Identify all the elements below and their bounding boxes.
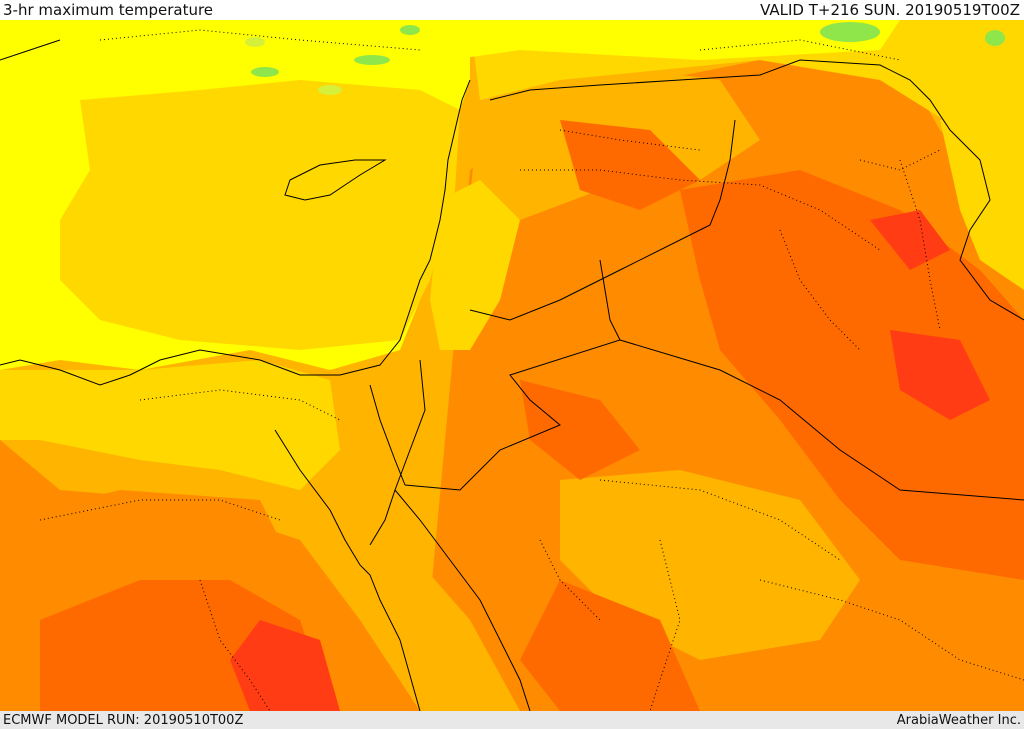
mediterranean-gold-band (60, 80, 460, 350)
red-core-egypt (230, 620, 340, 711)
hot-zone-jordan (520, 380, 640, 480)
hot-zone-iraq (680, 170, 1024, 580)
coastlines (0, 39, 1024, 711)
green-patch-1 (820, 22, 880, 42)
map-footer: ECMWF MODEL RUN: 20190510T00Z ArabiaWeat… (0, 711, 1024, 729)
anatolia-band (470, 20, 1024, 160)
zagros-yellow (940, 100, 1024, 290)
map-title: 3-hr maximum temperature (3, 0, 214, 19)
levant-coast-yellow (430, 180, 520, 350)
egypt-coast-gold (0, 360, 340, 490)
green-patch-7 (318, 85, 342, 95)
green-patch-2 (985, 30, 1005, 46)
green-patch-4 (354, 55, 390, 65)
hot-zone-saudi (520, 580, 700, 711)
green-patch-6 (245, 37, 265, 47)
red-core-east (870, 210, 950, 270)
admin-boundaries (39, 29, 1024, 711)
valid-time: VALID T+216 SUN. 20190519T00Z (760, 0, 1020, 19)
hot-zone-syria (560, 120, 700, 210)
map-header: 3-hr maximum temperature VALID T+216 SUN… (0, 0, 1024, 20)
green-patch-3 (251, 67, 279, 77)
amber-patch-redsea (340, 540, 520, 711)
red-core-iraq (890, 330, 990, 420)
anatolia-yellow (100, 20, 900, 70)
country-borders (369, 119, 1024, 501)
credit: ArabiaWeather Inc. (896, 712, 1021, 728)
temperature-map (0, 20, 1024, 711)
model-run: ECMWF MODEL RUN: 20190510T00Z (3, 712, 244, 728)
green-patch-5 (400, 25, 420, 35)
amber-patch-sinai (330, 360, 440, 540)
